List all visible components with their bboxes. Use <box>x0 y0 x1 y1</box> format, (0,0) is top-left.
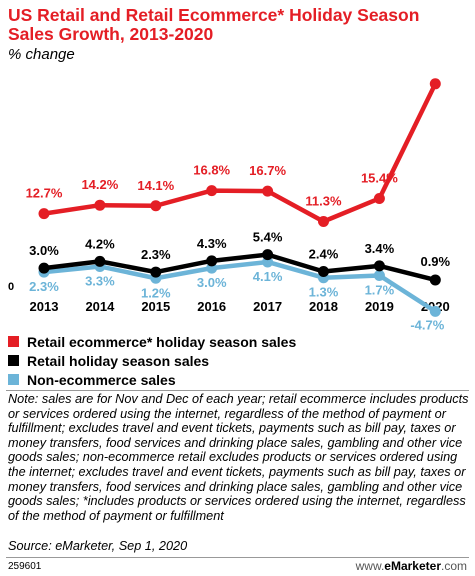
data-label: 4.1% <box>253 269 283 284</box>
data-label: 16.7% <box>249 163 286 178</box>
data-label: 1.7% <box>365 282 395 297</box>
legend: Retail ecommerce* holiday season sales R… <box>8 332 296 389</box>
x-tick-label: 2019 <box>365 299 394 314</box>
data-point <box>373 192 385 204</box>
data-point <box>318 215 329 227</box>
line-chart: 02013201420152016201720182019202012.7%14… <box>8 68 460 332</box>
legend-item-ecommerce: Retail ecommerce* holiday season sales <box>8 332 296 351</box>
chart-source: Source: eMarketer, Sep 1, 2020 <box>8 539 188 553</box>
chart-id: 259601 <box>8 561 42 572</box>
legend-swatch-black <box>8 355 19 366</box>
data-label: 16.8% <box>193 163 230 178</box>
data-label: 3.3% <box>85 273 115 288</box>
brand-prefix: www. <box>355 559 385 573</box>
data-label: 4.3% <box>197 236 227 251</box>
data-label: -4.7% <box>410 317 444 332</box>
data-point <box>94 255 106 267</box>
data-label: 3.4% <box>365 241 395 256</box>
divider <box>6 390 469 391</box>
x-tick-label: 2015 <box>141 299 170 314</box>
data-label: 2.3% <box>29 279 59 294</box>
legend-item-nonecommerce: Non-ecommerce sales <box>8 370 296 389</box>
data-label: 1.2% <box>141 285 171 300</box>
data-label: 0.9% <box>420 254 450 269</box>
data-point <box>429 274 441 286</box>
data-point <box>38 262 50 274</box>
chart-note: Note: sales are for Nov and Dec of each … <box>8 392 469 523</box>
legend-swatch-red <box>8 336 19 347</box>
data-point <box>150 266 162 278</box>
series-line <box>43 252 436 283</box>
data-point <box>38 208 50 220</box>
legend-swatch-blue <box>8 374 19 385</box>
x-tick-label: 2017 <box>253 299 282 314</box>
data-label: 4.2% <box>85 236 115 251</box>
legend-label: Retail holiday season sales <box>27 352 210 369</box>
divider <box>6 557 469 558</box>
zero-label: 0 <box>8 281 14 293</box>
data-point <box>373 269 385 281</box>
data-point <box>373 260 385 272</box>
x-tick-label: 2016 <box>197 299 226 314</box>
data-label: 3.0% <box>197 275 227 290</box>
data-label: 2.4% <box>309 247 339 262</box>
data-label: 5.4% <box>253 230 283 245</box>
data-point <box>318 266 329 278</box>
data-label: 14.2% <box>81 177 118 192</box>
brand-name: eMarketer <box>384 559 441 573</box>
data-point <box>429 78 441 90</box>
data-label: 1.3% <box>309 285 339 300</box>
data-label: 11.3% <box>305 193 342 208</box>
legend-label: Retail ecommerce* holiday season sales <box>27 333 297 350</box>
data-point <box>94 199 106 211</box>
data-point <box>206 255 218 267</box>
data-label: 2.3% <box>141 247 171 262</box>
data-point <box>150 200 162 212</box>
legend-item-retail: Retail holiday season sales <box>8 351 296 370</box>
x-tick-label: 2013 <box>30 299 59 314</box>
series-line <box>43 82 438 224</box>
brand-suffix: .com <box>440 559 467 573</box>
chart-subtitle: % change <box>8 46 75 63</box>
data-label: 12.7% <box>26 186 63 201</box>
series-line <box>43 259 437 314</box>
x-tick-label: 2018 <box>309 299 338 314</box>
x-tick-label: 2014 <box>85 299 115 314</box>
data-point <box>262 185 274 197</box>
chart-title: US Retail and Retail Ecommerce* Holiday … <box>8 5 420 44</box>
data-label: 15.4% <box>361 170 398 185</box>
data-point <box>262 249 274 261</box>
data-point <box>206 185 218 197</box>
data-label: 3.0% <box>29 243 59 258</box>
brand-logo[interactable]: www.eMarketer.com <box>356 559 467 573</box>
data-label: 35.8% <box>423 68 460 71</box>
legend-label: Non-ecommerce sales <box>27 371 176 388</box>
data-point <box>429 305 441 317</box>
data-label: 14.1% <box>137 178 174 193</box>
